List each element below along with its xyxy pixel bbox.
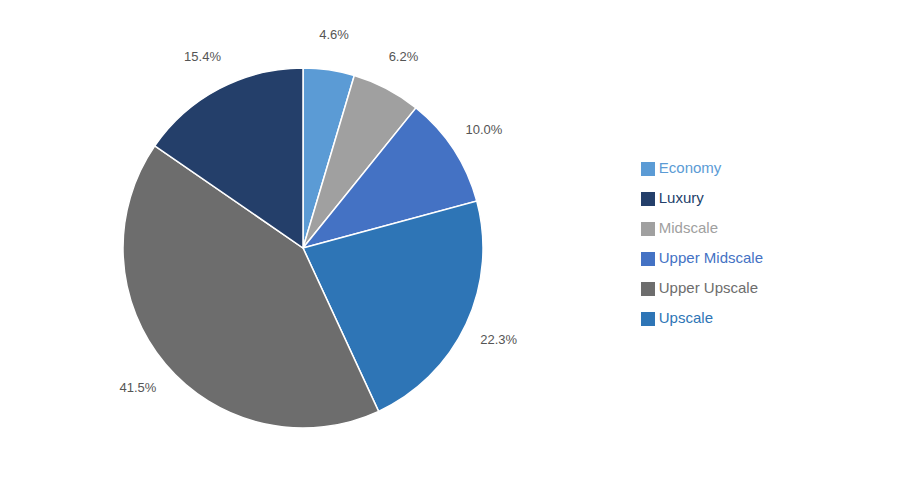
svg-text:41.5%: 41.5% xyxy=(119,380,156,395)
html-text:Luxury: Luxury xyxy=(658,189,704,206)
svg-text:22.3%: 22.3% xyxy=(480,332,517,347)
svg-text:10.0%: 10.0% xyxy=(465,122,502,137)
html-text:Midscale: Midscale xyxy=(658,219,718,236)
html-text:Upper Upscale: Upper Upscale xyxy=(658,279,758,296)
html-text:Economy: Economy xyxy=(658,159,722,176)
html-text:Upscale: Upscale xyxy=(658,309,713,326)
html-text:Upper Midscale: Upper Midscale xyxy=(658,249,763,266)
svg-text:4.6%: 4.6% xyxy=(319,27,349,42)
svg-text:6.2%: 6.2% xyxy=(389,49,419,64)
svg-text:15.4%: 15.4% xyxy=(184,49,221,64)
